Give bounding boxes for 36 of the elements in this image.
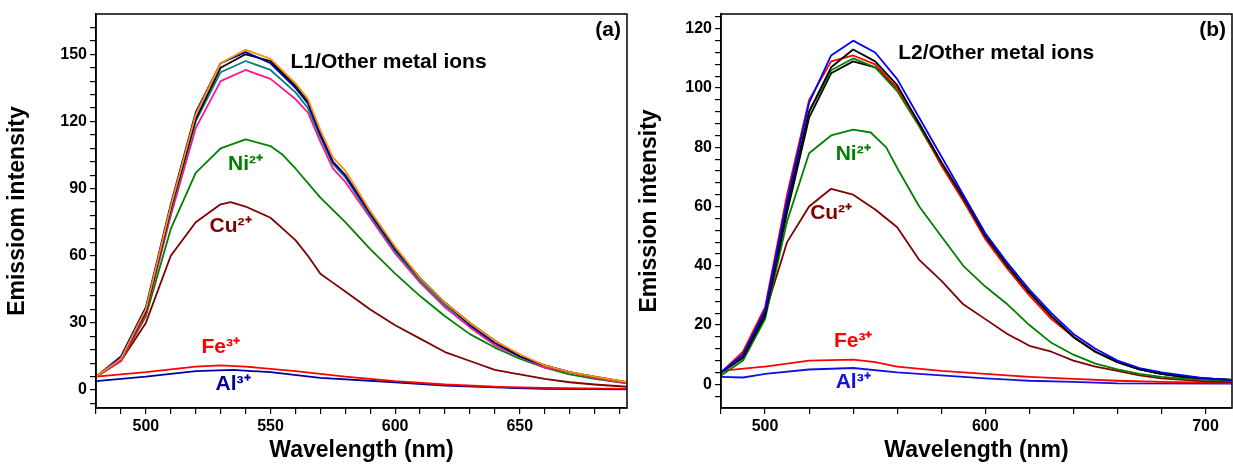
y-tick-label: 0: [703, 374, 713, 392]
y-tick-label: 150: [60, 44, 88, 62]
series-label: Al³⁺: [215, 371, 251, 395]
series-label: Cu²⁺: [209, 213, 252, 237]
y-tick-label: 80: [694, 137, 713, 155]
y-tick-label: 120: [685, 19, 713, 37]
x-axis-title: Wavelength (nm): [269, 435, 454, 462]
y-tick-label: 100: [685, 78, 713, 96]
y-tick-label: 60: [694, 196, 713, 214]
y-tick-label: 20: [694, 315, 713, 333]
x-tick-label: 550: [257, 417, 284, 435]
series-label: Cu²⁺: [810, 200, 853, 224]
annotation: L2/Other metal ions: [898, 39, 1095, 63]
x-tick-label: 650: [506, 417, 534, 435]
annotation: (a): [595, 17, 621, 41]
series-label: Fe³⁺: [833, 328, 873, 352]
series-label: Ni²⁺: [835, 140, 871, 164]
y-tick-label: 90: [69, 179, 88, 197]
series-label: Al³⁺: [835, 369, 871, 393]
x-tick-label: 500: [132, 417, 160, 435]
y-tick-label: 60: [69, 246, 88, 264]
y-tick-label: 0: [78, 380, 88, 398]
series-label: Ni²⁺: [228, 150, 264, 174]
y-axis-title: Emissiom intensity: [3, 105, 30, 316]
y-tick-label: 40: [694, 256, 713, 274]
x-axis-title: Wavelength (nm): [884, 435, 1069, 462]
annotation: L1/Other metal ions: [290, 49, 487, 73]
x-tick-label: 500: [751, 417, 779, 435]
y-axis-title: Emission intensity: [635, 109, 662, 313]
x-tick-label: 600: [971, 417, 999, 435]
y-tick-label: 30: [69, 313, 88, 331]
x-tick-label: 700: [1192, 417, 1220, 435]
x-tick-label: 600: [381, 417, 409, 435]
y-tick-label: 120: [60, 111, 88, 129]
series-label: Fe³⁺: [201, 333, 240, 357]
annotation: (b): [1199, 17, 1226, 41]
